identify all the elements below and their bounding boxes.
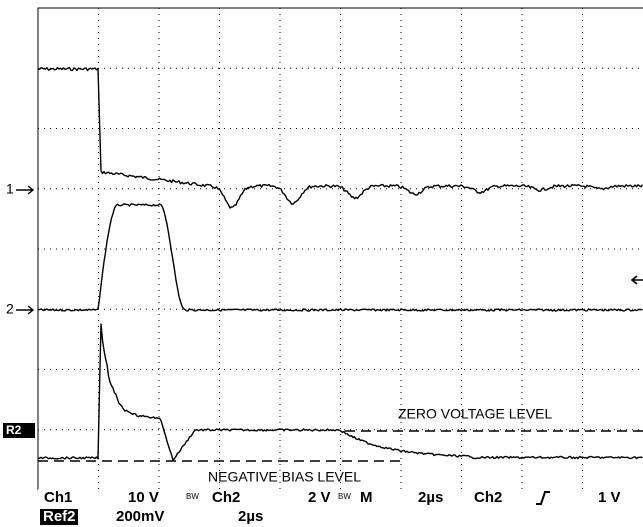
ch2-arrow	[16, 305, 35, 315]
ch2-waveform	[37, 203, 643, 312]
ref2-box	[40, 509, 78, 525]
ch1-bw: BW	[186, 492, 199, 501]
trigger-level: 1 V	[598, 489, 621, 506]
ch2-marker: 2	[6, 301, 14, 317]
ref2-marker-box	[3, 423, 35, 438]
ch2-bw: BW	[338, 492, 351, 501]
ref2-time: 2µs	[238, 508, 263, 525]
status-gap	[38, 489, 643, 493]
timebase: 2µs	[418, 489, 443, 506]
ref2-label: Ref2	[43, 508, 76, 525]
zero-level-label: ZERO VOLTAGE LEVEL	[398, 406, 553, 422]
ch1-waveform	[37, 66, 643, 209]
negative-level-label: NEGATIVE BIAS LEVEL	[208, 469, 361, 485]
ch1-marker: 1	[6, 181, 14, 197]
ch2-label: Ch2	[212, 489, 240, 506]
mode-label: M	[360, 489, 373, 506]
trigger-arrow	[630, 275, 643, 285]
ref2-waveform	[37, 323, 643, 462]
ch2-scale: 2 V	[308, 489, 331, 506]
trigger-slope-icon	[536, 491, 550, 505]
ch1-arrow	[16, 185, 35, 195]
ch1-label: Ch1	[44, 489, 72, 506]
ref2-marker: R2	[6, 423, 22, 437]
trigger-source: Ch2	[474, 489, 502, 506]
ref2-scale: 200mV	[116, 508, 164, 525]
ch1-scale: 10 V	[128, 489, 159, 506]
